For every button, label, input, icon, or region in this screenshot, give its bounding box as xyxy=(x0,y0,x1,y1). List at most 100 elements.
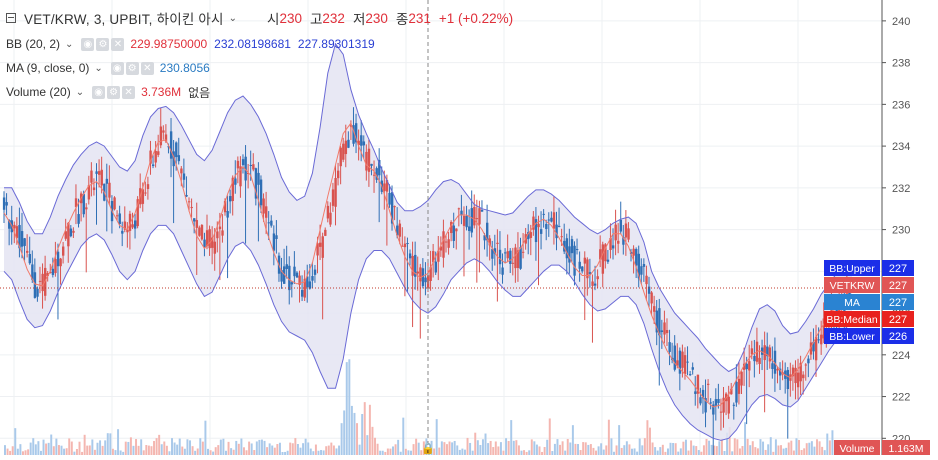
volume-bar xyxy=(746,438,749,455)
volume-bar xyxy=(548,418,551,455)
collapse-icon[interactable] xyxy=(6,13,16,23)
price-marker-label: BB:Lower xyxy=(829,331,875,343)
volume-bar xyxy=(664,451,667,455)
volume-bar xyxy=(785,447,788,455)
volume-bar xyxy=(250,443,253,455)
candle-body xyxy=(13,224,16,229)
volume-bar xyxy=(515,440,518,455)
axis-tick-label: 224 xyxy=(892,350,910,362)
candle-body xyxy=(809,342,813,355)
candle-body xyxy=(316,243,319,256)
gear-icon[interactable]: ⚙ xyxy=(96,37,110,51)
candle-body xyxy=(169,131,173,159)
axis-tick-label: 230 xyxy=(892,225,910,237)
eye-icon[interactable]: ◉ xyxy=(92,85,106,99)
candle-body xyxy=(123,221,127,230)
volume-bar xyxy=(312,451,315,455)
volume-bar xyxy=(83,434,86,455)
volume-bar xyxy=(507,440,510,455)
volume-bar xyxy=(14,428,17,455)
volume-bar xyxy=(805,443,808,455)
candle-body xyxy=(146,184,150,189)
eye-icon[interactable]: ◉ xyxy=(81,37,95,51)
candle-body xyxy=(683,355,687,375)
close-key: 종 xyxy=(395,12,409,27)
candle-body xyxy=(416,271,420,274)
candle-body xyxy=(128,213,132,231)
volume-bar xyxy=(299,447,302,455)
volume-bar xyxy=(602,449,605,455)
close-icon[interactable]: ✕ xyxy=(140,61,154,75)
price-marker-label-bg xyxy=(824,260,880,276)
volume-bar xyxy=(415,438,418,455)
volume-bar xyxy=(559,444,562,455)
volume-bar xyxy=(762,441,765,455)
volume-bar xyxy=(780,445,783,455)
candle-body xyxy=(791,367,795,377)
eye-icon[interactable]: ◉ xyxy=(110,61,124,75)
gear-icon[interactable]: ⚙ xyxy=(125,61,139,75)
candle-body xyxy=(462,215,466,226)
volume-bar xyxy=(466,437,469,455)
candle-body xyxy=(637,253,641,279)
ma-indicator-name[interactable]: MA (9, close, 0) xyxy=(6,61,90,75)
volume-bar xyxy=(68,438,71,455)
candle-body xyxy=(575,249,579,251)
candle-body xyxy=(385,179,389,192)
volume-bar xyxy=(214,447,217,455)
volume-bar xyxy=(430,440,433,455)
volume-bar xyxy=(27,449,30,455)
candle-body xyxy=(177,155,181,162)
candle-body xyxy=(601,244,605,274)
chevron-down-icon[interactable]: ⌄ xyxy=(65,38,74,50)
volume-indicator-name[interactable]: Volume (20) xyxy=(6,85,71,99)
close-icon[interactable]: ✕ xyxy=(122,85,136,99)
volume-bar xyxy=(47,442,50,455)
candle-body xyxy=(609,238,612,250)
chevron-down-icon[interactable]: ⌄ xyxy=(75,86,85,98)
volume-bar xyxy=(171,438,173,455)
volume-bar xyxy=(173,442,176,455)
bb-indicator-name[interactable]: BB (20, 2) xyxy=(6,37,61,51)
candle-body xyxy=(545,224,548,230)
candle-body xyxy=(187,201,191,203)
volume-bar xyxy=(646,420,649,455)
volume-bar xyxy=(584,442,587,455)
volume-bar xyxy=(422,441,425,455)
candle-body xyxy=(555,224,558,239)
volume-bar xyxy=(273,447,276,455)
volume-bar xyxy=(88,445,91,455)
chevron-down-icon[interactable]: ⌄ xyxy=(94,62,103,74)
volume-bar xyxy=(674,443,677,455)
candle-body xyxy=(236,160,240,169)
candle-body xyxy=(760,347,764,355)
volume-bar xyxy=(502,450,505,455)
price-marker-value-bg xyxy=(882,328,914,344)
symbol-title[interactable]: VET/KRW, 3, UPBIT, 하이킨 아시 xyxy=(24,12,224,27)
candle-body xyxy=(552,212,556,229)
volume-bar xyxy=(410,450,412,455)
volume-bar xyxy=(816,439,818,455)
volume-bar xyxy=(628,444,631,455)
candle-body xyxy=(822,318,826,339)
candle-body xyxy=(676,360,679,366)
close-icon[interactable]: ✕ xyxy=(111,37,125,51)
volume-bar xyxy=(795,438,798,455)
volume-bar xyxy=(278,442,281,455)
volume-bar xyxy=(379,450,382,455)
price-marker-value: 227 xyxy=(889,297,907,309)
volume-marker-value: 1.163M xyxy=(888,443,923,455)
volume-bar xyxy=(610,438,613,455)
candle-body xyxy=(606,259,610,262)
candle-body xyxy=(254,168,258,199)
volume-bar xyxy=(708,440,711,455)
candle-body xyxy=(321,236,324,258)
chevron-down-icon[interactable]: ⌄ xyxy=(228,12,238,24)
candle-body xyxy=(406,243,409,245)
candle-body xyxy=(185,195,188,197)
volume-bar xyxy=(510,420,513,455)
candle-body xyxy=(218,226,222,230)
gear-icon[interactable]: ⚙ xyxy=(107,85,121,99)
